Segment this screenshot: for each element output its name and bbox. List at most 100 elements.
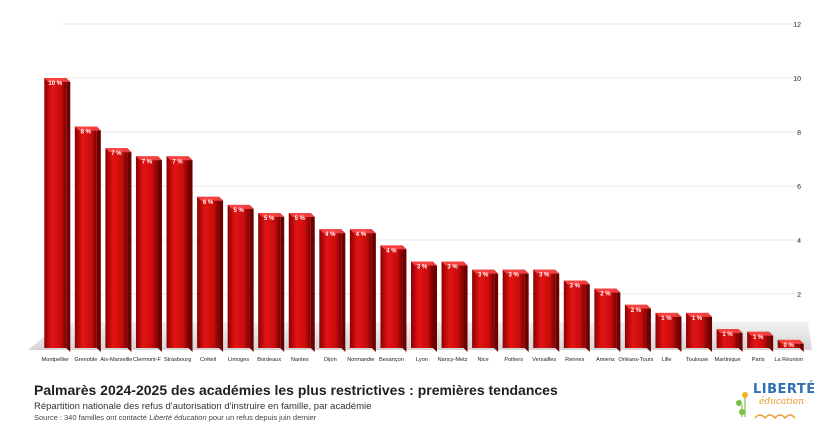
x-tick-label: Clermont-F xyxy=(133,357,162,363)
bar-front xyxy=(410,261,434,348)
bar-side xyxy=(524,269,529,352)
x-tick-label: Nice xyxy=(478,357,489,363)
bar-data-label: 3 % xyxy=(570,284,581,290)
bar-top xyxy=(472,269,499,274)
x-tick-label: Paris xyxy=(752,357,765,363)
bar: 5 % xyxy=(288,213,315,352)
liberte-education-logo: LIBERTÉ éducation xyxy=(733,381,819,420)
y-tick-label: 2 xyxy=(797,292,801,299)
bar-top xyxy=(166,156,193,161)
y-tick-label: 4 xyxy=(797,238,801,245)
bar: 3 % xyxy=(410,261,438,352)
bar-top xyxy=(319,229,346,234)
x-tick-label: Limoges xyxy=(228,357,249,363)
bar-front xyxy=(624,304,647,348)
chart-title: Palmarès 2024-2025 des académies les plu… xyxy=(34,382,558,398)
x-tick-label: Poitiers xyxy=(504,357,523,363)
bar-top xyxy=(624,304,651,309)
bar-front xyxy=(747,331,770,348)
bar-side xyxy=(157,156,162,352)
logo-subtext: éducation xyxy=(759,397,804,407)
bar-front xyxy=(777,339,800,348)
bar-data-label: 1 % xyxy=(722,332,733,338)
x-tick-label: Rennes xyxy=(565,357,584,363)
y-tick-label: 12 xyxy=(793,22,801,29)
bar-data-label: 7 % xyxy=(142,159,153,165)
bar-side xyxy=(402,245,407,352)
bar-top xyxy=(380,245,407,250)
bar: 7 % xyxy=(105,148,132,352)
bar-front xyxy=(441,261,464,348)
bar-top xyxy=(533,269,560,274)
bar-front xyxy=(472,269,495,348)
bar-data-label: 3 % xyxy=(509,273,520,279)
bar-data-label: 3 % xyxy=(539,273,550,279)
bar-side xyxy=(310,213,315,352)
bar: 3 % xyxy=(563,280,590,352)
bar-data-label: 10 % xyxy=(48,81,62,87)
bar-data-label: 5 % xyxy=(233,208,244,214)
bar: 4 % xyxy=(380,245,407,352)
bar-front xyxy=(197,196,220,348)
bar: 1 % xyxy=(686,312,713,352)
x-tick-label: Strasbourg xyxy=(164,357,191,363)
x-tick-label: Dijon xyxy=(324,357,337,363)
bar-side xyxy=(646,304,651,352)
chart-subtitle: Répartition nationale des refus d'autori… xyxy=(34,401,372,412)
bar-data-label: 2 % xyxy=(631,308,642,314)
bar-top xyxy=(686,312,713,317)
bar-data-label: 2 % xyxy=(600,292,611,298)
bar-data-label: 1 % xyxy=(692,316,703,322)
bar: 3 % xyxy=(533,269,560,352)
bar-front xyxy=(533,269,556,348)
bar: 1 % xyxy=(655,312,682,352)
y-tick-label: 10 xyxy=(793,76,801,83)
bar: 4 % xyxy=(349,229,376,352)
logo-text: LIBERTÉ xyxy=(753,382,816,397)
bar-top xyxy=(44,78,71,82)
x-tick-label: Amiens xyxy=(596,357,615,363)
chart-caption: Palmarès 2024-2025 des académies les plu… xyxy=(34,382,734,422)
bar-data-label: 3 % xyxy=(447,265,458,271)
bar: 3 % xyxy=(472,269,499,352)
bar-side xyxy=(66,78,71,352)
bar-data-label: 0 % xyxy=(784,343,795,349)
bar-top xyxy=(197,196,224,201)
bar-data-label: 7 % xyxy=(172,159,183,165)
bar-front xyxy=(502,269,525,348)
x-tick-label: Lille xyxy=(662,357,672,363)
bar: 3 % xyxy=(441,261,468,352)
source-suffix: pour un refus depuis juin dernier xyxy=(206,413,317,422)
bar: 3 % xyxy=(502,269,529,352)
y-tick-label: 8 xyxy=(797,130,801,137)
bar-data-label: 3 % xyxy=(478,273,489,279)
source-prefix: Source : 340 familles ont contacté xyxy=(34,413,150,422)
bar: 7 % xyxy=(166,156,193,352)
bar-side xyxy=(127,148,132,352)
x-tick-label: Versailles xyxy=(532,357,556,363)
bar-front xyxy=(166,156,189,348)
bar-front xyxy=(716,329,739,348)
bars: 10 % 8 % 7 % 7 % 7 % 6 % 5 % 5 % 5 % 4 % 4 % 4 % 3 %… xyxy=(44,78,804,352)
x-tick-label: Toulouse xyxy=(686,357,708,363)
bar-side xyxy=(738,329,743,352)
bar-top xyxy=(563,280,590,285)
bar-top xyxy=(74,126,101,131)
bar: 2 % xyxy=(624,304,651,352)
bar-top xyxy=(747,331,774,336)
bar-front xyxy=(594,288,617,348)
bar-side xyxy=(371,229,376,352)
bar: 4 % xyxy=(319,229,346,352)
bar-side xyxy=(494,269,499,352)
bar-front xyxy=(44,78,67,348)
bar-top xyxy=(105,148,132,153)
bar-front xyxy=(105,148,128,348)
bar-front xyxy=(380,245,403,348)
bar-front xyxy=(258,213,281,348)
bar-side xyxy=(341,229,346,352)
bar-data-label: 3 % xyxy=(417,265,428,271)
bar-chart: 2 4 6 8 10 12 10 % 8 % 7 % 7 % 7 % 6 % 5 % 5 % 5 % 4 %… xyxy=(28,22,812,363)
x-tick-label: Créteil xyxy=(200,357,216,363)
bar-top xyxy=(227,204,254,209)
bar-front xyxy=(349,229,372,348)
